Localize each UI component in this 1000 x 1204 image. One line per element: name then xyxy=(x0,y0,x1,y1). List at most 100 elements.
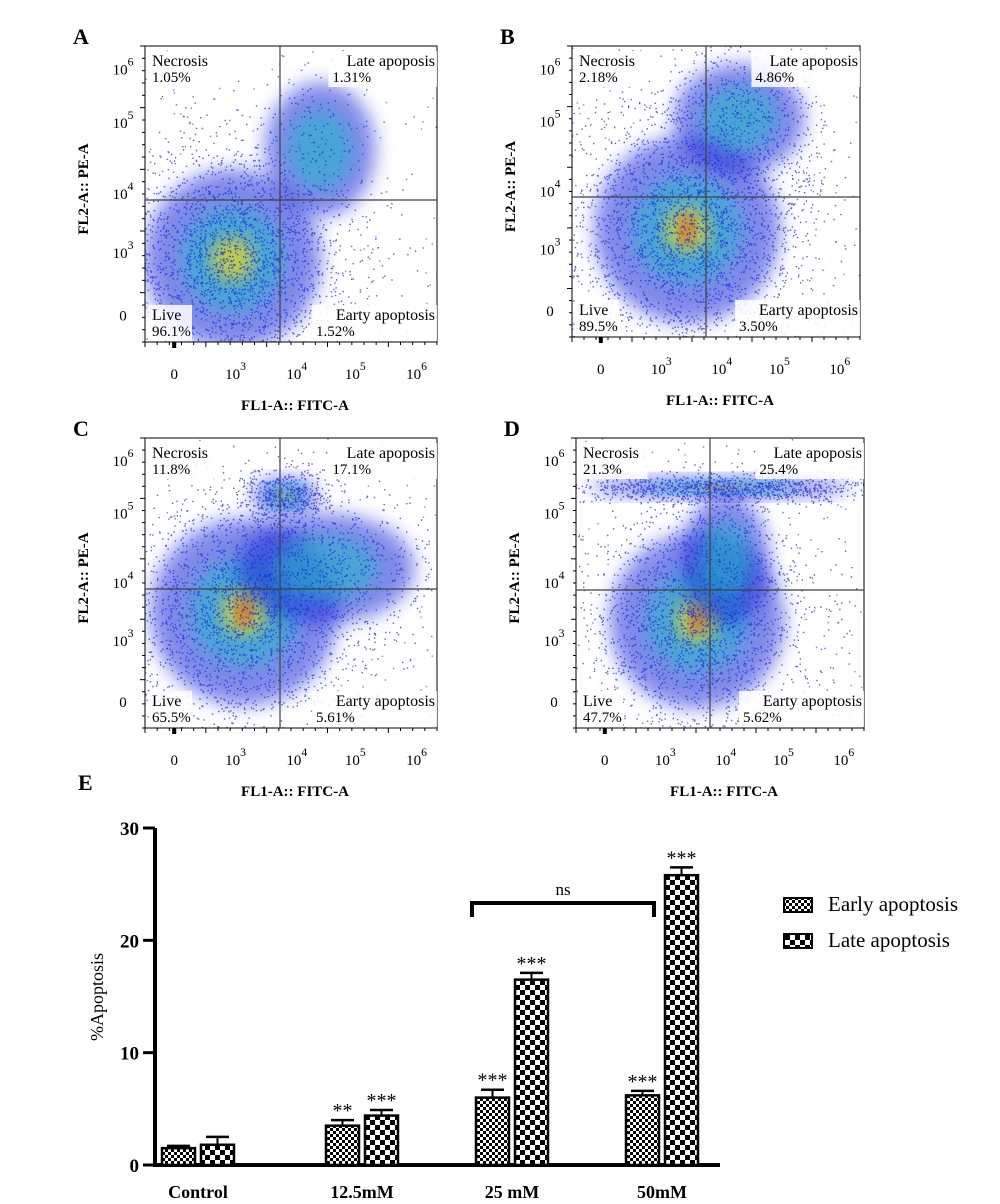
x-tick-label: 12.5mM xyxy=(330,1182,393,1202)
panel-label: C xyxy=(73,416,89,441)
quadrant-name: Earty apoptosis xyxy=(336,307,435,324)
quadrant-name: Late apoposis xyxy=(770,53,858,70)
y-tick-label: 105 xyxy=(113,109,134,132)
significance-label: *** xyxy=(478,1070,508,1092)
bar xyxy=(324,1124,361,1167)
quadrant-percent: 1.05% xyxy=(152,70,191,86)
quadrant-percent: 65.5% xyxy=(152,710,191,726)
x-tick-label: 105 xyxy=(773,746,794,769)
y-tick-label: 103 xyxy=(540,236,561,259)
y-tick-label: 0 xyxy=(119,308,127,324)
quadrant-percent: 96.1% xyxy=(152,324,191,340)
quadrant-name: Necrosis xyxy=(579,53,635,70)
quadrant-name: Late apoposis xyxy=(774,445,862,462)
quadrant-name: Necrosis xyxy=(152,53,208,70)
x-tick-label: 105 xyxy=(345,360,366,383)
y-tick-label: 106 xyxy=(113,56,134,79)
x-tick-label: 104 xyxy=(715,746,736,769)
quadrant-name: Live xyxy=(583,693,612,710)
y-tick-label: 106 xyxy=(544,447,565,470)
y-axis-label: %Apoptosis xyxy=(87,953,107,1041)
y-tick-label: 30 xyxy=(120,819,139,840)
bracket-label: ns xyxy=(555,880,570,899)
bar xyxy=(199,1143,236,1167)
axis-ticks xyxy=(571,437,865,734)
quadrant-percent: 1.31% xyxy=(332,70,371,86)
event-dots xyxy=(145,438,437,728)
x-tick-label: 105 xyxy=(769,355,790,378)
y-tick-label: 105 xyxy=(540,108,561,131)
x-tick-label: 104 xyxy=(286,746,307,769)
axis-ticks xyxy=(140,437,438,734)
quadrant-percent: 21.3% xyxy=(583,462,622,478)
quadrant-percent: 47.7% xyxy=(583,710,622,726)
legend-swatch xyxy=(783,933,813,949)
legend-label: Early apoptosis xyxy=(828,892,958,916)
x-tick-label: 105 xyxy=(345,746,366,769)
legend-swatch xyxy=(783,897,813,913)
quadrant-name: Live xyxy=(152,307,181,324)
x-tick-label: 106 xyxy=(829,355,850,378)
panel-label: D xyxy=(504,416,520,441)
panel-label: A xyxy=(73,24,89,49)
quadrant-name: Live xyxy=(152,693,181,710)
x-axis-label: FL1-A:: FITC-A xyxy=(241,398,349,414)
bar xyxy=(160,1146,197,1167)
y-tick-label: 104 xyxy=(113,569,134,592)
event-dots xyxy=(576,438,864,728)
quadrant-name: Earty apoptosis xyxy=(759,302,858,319)
y-axis-label: FL2-A:: PE-A xyxy=(76,532,92,623)
quadrant-name: Earty apoptosis xyxy=(336,693,435,710)
quadrant-percent: 5.62% xyxy=(743,710,782,726)
x-tick-label: 106 xyxy=(833,746,854,769)
quadrant-percent: 3.50% xyxy=(739,319,778,335)
x-tick-label: 104 xyxy=(711,355,732,378)
quadrant-name: Necrosis xyxy=(152,445,208,462)
significance-label: *** xyxy=(628,1071,658,1093)
x-tick-label: 103 xyxy=(225,360,246,383)
quadrant-name: Necrosis xyxy=(583,445,639,462)
quadrant-percent: 89.5% xyxy=(579,319,618,335)
y-tick-label: 103 xyxy=(544,627,565,650)
y-tick-label: 0 xyxy=(119,695,127,711)
x-tick-label: 106 xyxy=(406,746,427,769)
significance-label: *** xyxy=(667,847,697,869)
x-tick-label: 104 xyxy=(286,360,307,383)
x-axis-label: FL1-A:: FITC-A xyxy=(241,784,349,800)
x-tick-label: 0 xyxy=(170,753,178,769)
quadrant-percent: 25.4% xyxy=(759,462,798,478)
quadrant-name: Late apoposis xyxy=(347,53,435,70)
axis-ticks xyxy=(567,45,861,343)
quadrant-name: Live xyxy=(579,302,608,319)
y-tick-label: 0 xyxy=(546,304,554,320)
significance-label: *** xyxy=(517,953,547,975)
y-tick-label: 106 xyxy=(113,447,134,470)
y-tick-label: 104 xyxy=(544,569,565,592)
y-tick-label: 103 xyxy=(113,627,134,650)
x-tick-label: 103 xyxy=(651,355,672,378)
x-axis-label: FL1-A:: FITC-A xyxy=(670,784,778,800)
x-tick-label: 50mM xyxy=(637,1182,687,1202)
quadrant-percent: 1.52% xyxy=(316,324,355,340)
panel-label: B xyxy=(500,24,515,49)
y-tick-label: 0 xyxy=(130,1156,140,1177)
comparison-bracket xyxy=(470,901,656,917)
legend-label: Late apoptosis xyxy=(828,928,950,952)
x-tick-label: 25 mM xyxy=(485,1182,539,1202)
quadrant-name: Earty apoptosis xyxy=(763,693,862,710)
y-tick-label: 105 xyxy=(113,499,134,522)
quadrant-percent: 4.86% xyxy=(755,70,794,86)
quadrant-percent: 11.8% xyxy=(152,462,190,478)
bar xyxy=(663,873,700,1167)
y-axis-label: FL2-A:: PE-A xyxy=(507,532,523,623)
y-tick-label: 103 xyxy=(113,239,134,262)
x-axis-label: FL1-A:: FITC-A xyxy=(666,393,774,409)
x-tick-label: 103 xyxy=(225,746,246,769)
